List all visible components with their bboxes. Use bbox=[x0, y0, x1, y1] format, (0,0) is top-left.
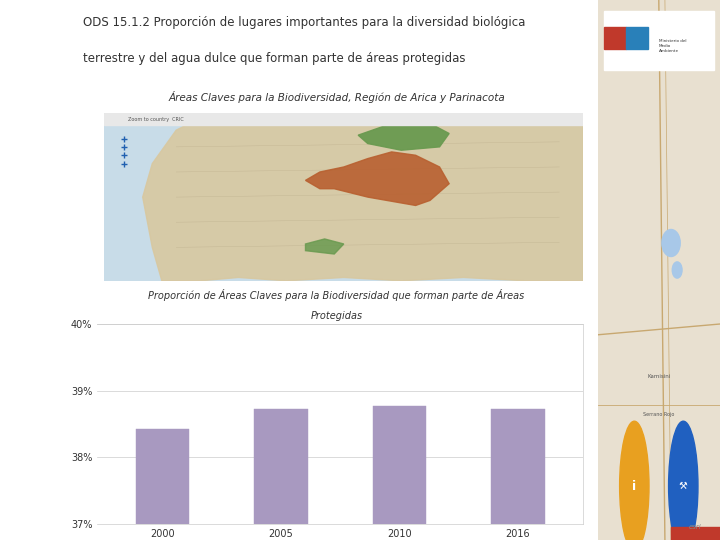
Circle shape bbox=[620, 421, 649, 540]
Text: Kamisini: Kamisini bbox=[647, 374, 670, 379]
Polygon shape bbox=[305, 152, 449, 206]
Polygon shape bbox=[358, 122, 449, 150]
Bar bbox=[671, 526, 720, 540]
Ellipse shape bbox=[662, 230, 680, 256]
Bar bbox=[373, 406, 426, 540]
Ellipse shape bbox=[672, 262, 682, 278]
Text: ⚒: ⚒ bbox=[679, 481, 688, 491]
Text: ODS 15.1.2 Proporción de lugares importantes para la diversidad biológica: ODS 15.1.2 Proporción de lugares importa… bbox=[83, 16, 525, 29]
Circle shape bbox=[669, 421, 698, 540]
Text: Ministerio del
Medio
Ambiente: Ministerio del Medio Ambiente bbox=[659, 39, 686, 52]
Bar bbox=[603, 11, 714, 70]
Text: Proporción de Áreas Claves para la Biodiversidad que forman parte de Áreas: Proporción de Áreas Claves para la Biodi… bbox=[148, 289, 525, 301]
Text: esri: esri bbox=[689, 524, 701, 530]
Bar bbox=[254, 409, 307, 540]
Text: i: i bbox=[632, 480, 636, 492]
Bar bbox=[104, 113, 583, 125]
Bar bbox=[626, 27, 648, 49]
Text: Serrano Rojo: Serrano Rojo bbox=[643, 412, 675, 417]
Text: Protegidas: Protegidas bbox=[310, 311, 363, 321]
Polygon shape bbox=[305, 239, 344, 254]
Bar bbox=[136, 429, 189, 540]
Text: Áreas Claves para la Biodiversidad, Región de Arica y Parinacota: Áreas Claves para la Biodiversidad, Regi… bbox=[168, 91, 505, 103]
Text: Zoom to country  CRIC: Zoom to country CRIC bbox=[128, 117, 184, 122]
Polygon shape bbox=[143, 113, 583, 281]
Text: terrestre y del agua dulce que forman parte de áreas protegidas: terrestre y del agua dulce que forman pa… bbox=[83, 52, 465, 65]
Bar bbox=[603, 27, 626, 49]
Bar bbox=[491, 409, 544, 540]
